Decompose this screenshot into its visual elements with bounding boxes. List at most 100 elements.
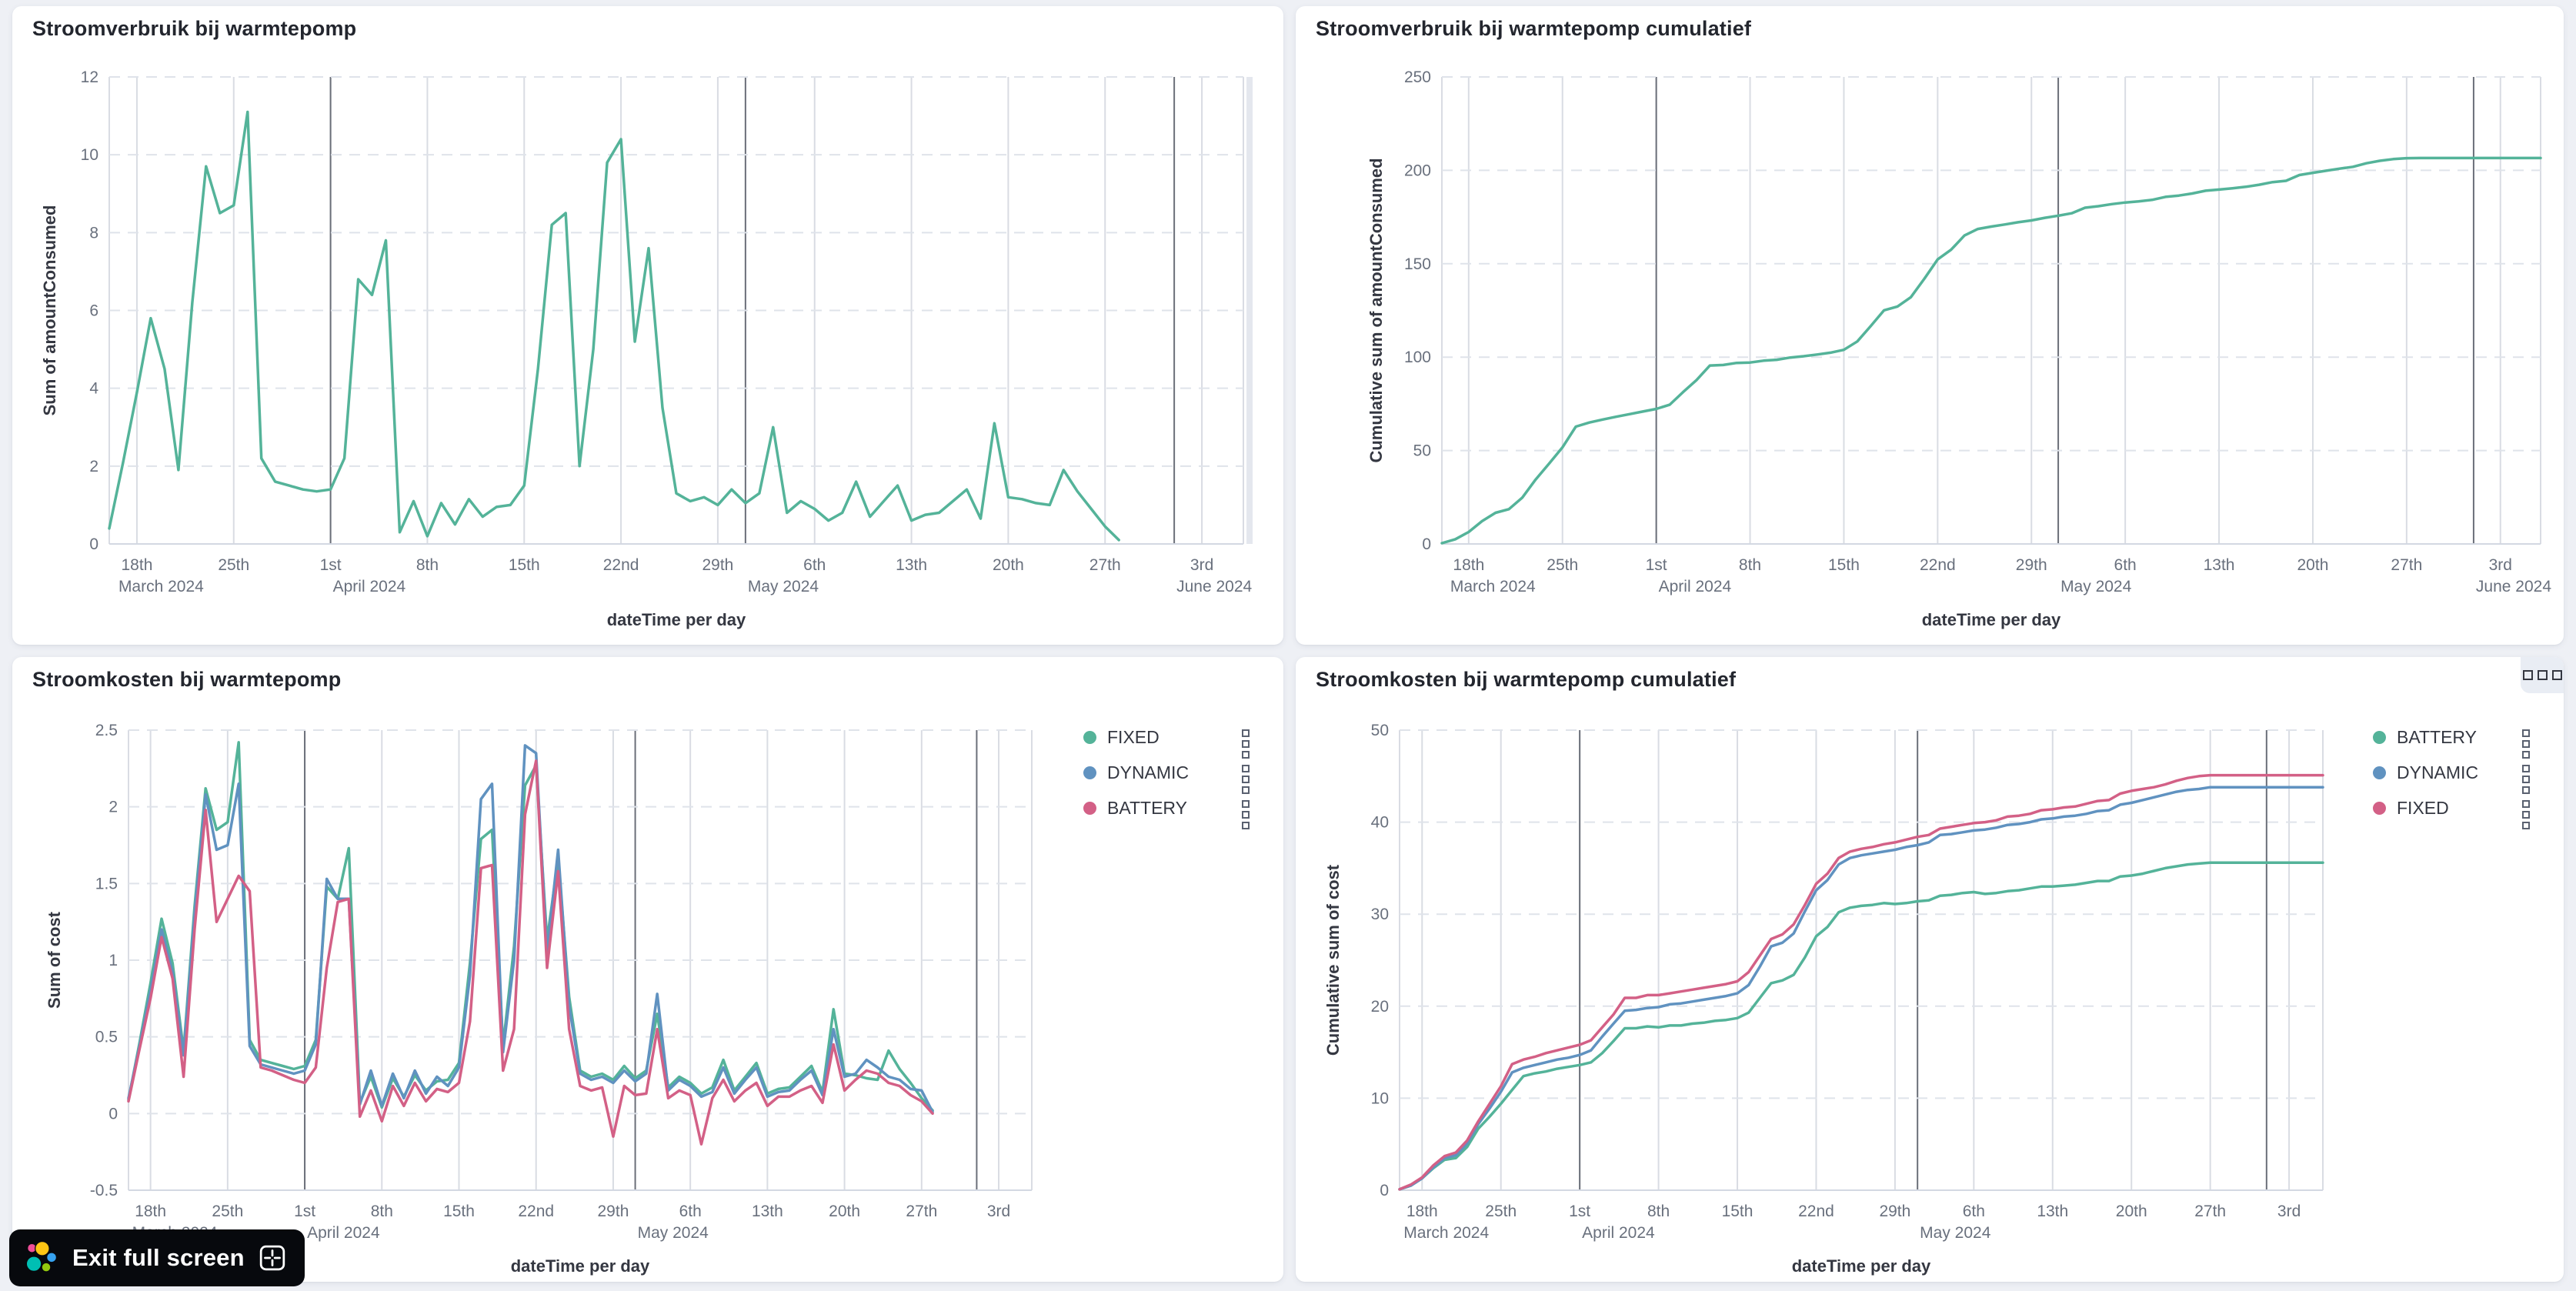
legend-label: DYNAMIC [2397,762,2479,782]
svg-text:March 2024: March 2024 [118,578,204,595]
svg-text:8th: 8th [416,556,439,574]
svg-text:25th: 25th [1485,1203,1517,1220]
panel-title: Stroomkosten bij warmtepomp cumulatief [1316,668,1737,691]
svg-text:3rd: 3rd [2277,1203,2301,1220]
svg-text:June 2024: June 2024 [2476,578,2551,595]
panel-title: Stroomverbruik bij warmtepomp cumulatief [1316,17,1752,40]
series-line-cumulative-sum-of-amountconsumed [1440,156,2542,545]
svg-text:25th: 25th [1547,556,1578,574]
x-axis-title: dateTime per day [607,610,746,629]
svg-text:25th: 25th [212,1203,243,1220]
chart-canvas-3[interactable]: 0 10 20 30 40 50 18th 25th 1st 8th 15th 22nd 29th 6th… [1296,657,2564,1282]
svg-text:13th: 13th [896,556,927,574]
svg-text:100: 100 [1404,349,1431,366]
svg-text:0.5: 0.5 [95,1029,118,1046]
svg-text:25th: 25th [218,556,249,574]
svg-text:27th: 27th [906,1203,937,1220]
legend-label: FIXED [1107,726,1160,747]
legend-color-dot [1083,730,1096,744]
panel-options-button[interactable] [2521,657,2564,693]
svg-text:April 2024: April 2024 [1659,578,1732,595]
legend-actions-button[interactable] [2519,726,2533,762]
chart-canvas-2[interactable]: -0.5 0 0.5 1 1.5 2 2.5 18th 25th 1st 8th 15th 22nd 29… [12,657,1283,1282]
series-lines [127,741,934,1146]
series-line-dynamic [127,744,934,1114]
legend-color-dot [2373,730,2386,744]
series-lines [1440,156,2542,545]
x-axis-title: dateTime per day [1922,610,2061,629]
panel-stroomkosten-cumulatief: Stroomkosten bij warmtepomp cumulatief 0… [1296,657,2564,1282]
svg-text:20th: 20th [2297,556,2329,574]
svg-text:15th: 15th [509,556,540,574]
gridlines [128,729,1033,1191]
gridlines [1441,76,2541,545]
svg-text:29th: 29th [2016,556,2047,574]
y-axis-title: Cumulative sum of amountConsumed [1366,158,1386,462]
y-axis-title: Cumulative sum of cost [1323,864,1343,1056]
svg-text:6th: 6th [2114,556,2137,574]
svg-text:8th: 8th [1647,1203,1670,1220]
legend-item-dynamic[interactable]: DYNAMIC [2373,760,2478,785]
y-axis-title: Sum of amountConsumed [40,205,59,416]
svg-text:May 2024: May 2024 [2060,578,2132,595]
svg-text:22nd: 22nd [603,556,639,574]
svg-text:27th: 27th [2391,556,2422,574]
svg-text:1st: 1st [1646,556,1667,574]
svg-text:May 2024: May 2024 [1920,1224,1991,1242]
svg-text:1st: 1st [1569,1203,1590,1220]
chart-area: 0 10 20 30 40 50 18th 25th 1st 8th 15th 22nd 29th 6th… [1296,657,2564,1282]
legend-item-fixed[interactable]: FIXED [2373,796,2449,820]
kebab-menu-icon [2522,729,2530,737]
x-axis-title: dateTime per day [511,1256,650,1276]
legend-item-fixed[interactable]: FIXED [1083,725,1160,749]
panel-stroomverbruik: Stroomverbruik bij warmtepomp 0 2 4 6 8 10 12 1… [12,6,1283,645]
legend-label: FIXED [2397,797,2449,818]
x-axis-title: dateTime per day [1792,1256,1931,1276]
exit-fullscreen-button[interactable]: Exit full screen [9,1229,305,1286]
chart-canvas-1[interactable]: 0 50 100 150 200 250 18th 25th 1st 8th 15th 22nd 29t… [1296,6,2564,645]
svg-text:22nd: 22nd [1920,556,1956,574]
series-line-fixed [1398,773,2324,1191]
legend-actions-button[interactable] [2519,797,2533,832]
svg-text:1.5: 1.5 [95,875,118,892]
svg-text:10: 10 [81,146,98,164]
svg-text:22nd: 22nd [518,1203,554,1220]
panel-title: Stroomkosten bij warmtepomp [32,668,342,691]
legend-item-dynamic[interactable]: DYNAMIC [1083,760,1189,785]
svg-text:3rd: 3rd [987,1203,1010,1220]
legend-actions-button[interactable] [1239,762,1253,797]
svg-text:April 2024: April 2024 [1582,1224,1655,1242]
svg-text:27th: 27th [2194,1203,2226,1220]
exit-fullscreen-label: Exit full screen [72,1244,245,1271]
legend-actions-button[interactable] [2519,762,2533,797]
panel-stroomkosten: Stroomkosten bij warmtepomp -0.5 0 0.5 1 1.5… [12,657,1283,1282]
svg-text:29th: 29th [702,556,733,574]
chart-canvas-0[interactable]: 0 2 4 6 8 10 12 18th 25th 1st 8th 15th 22nd 29th 6th 13… [12,6,1283,645]
legend-color-dot [1083,801,1096,815]
legend-label: BATTERY [2397,726,2477,747]
series-line-battery [1398,861,2324,1191]
legend-item-battery[interactable]: BATTERY [1083,796,1187,820]
svg-text:2: 2 [108,799,118,816]
svg-text:March 2024: March 2024 [1450,578,1536,595]
svg-text:0: 0 [1380,1182,1389,1199]
kebab-menu-icon [1242,800,1250,808]
legend-label: DYNAMIC [1107,762,1190,782]
legend-color-dot [1083,766,1096,779]
legend-label: BATTERY [1107,797,1187,818]
svg-text:50: 50 [1371,722,1389,739]
svg-text:March 2024: March 2024 [1403,1224,1489,1242]
svg-text:6th: 6th [679,1203,702,1220]
legend-item-battery[interactable]: BATTERY [2373,725,2477,749]
panel-stroomverbruik-cumulatief: Stroomverbruik bij warmtepomp cumulatief… [1296,6,2564,645]
svg-text:20th: 20th [993,556,1024,574]
svg-text:15th: 15th [1722,1203,1753,1220]
svg-text:50: 50 [1413,442,1431,460]
kebab-menu-icon [2522,765,2530,772]
svg-text:0: 0 [89,535,98,553]
svg-text:3rd: 3rd [1190,556,1213,574]
legend-actions-button[interactable] [1239,797,1253,832]
svg-text:8th: 8th [1739,556,1761,574]
kebab-menu-icon [1242,729,1250,737]
legend-actions-button[interactable] [1239,726,1253,762]
